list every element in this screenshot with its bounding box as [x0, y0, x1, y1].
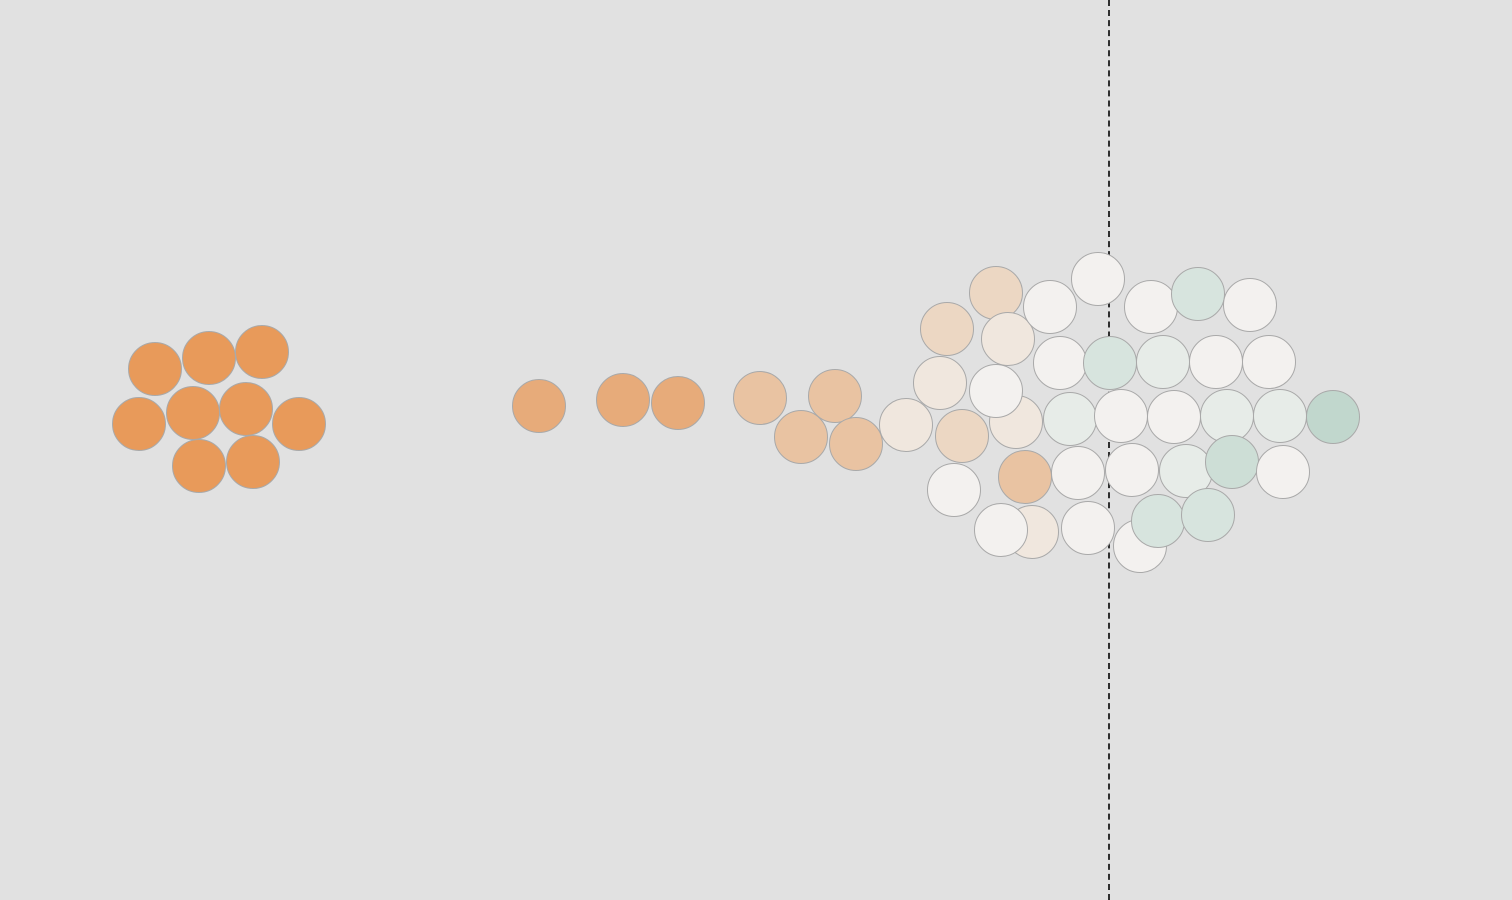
node — [969, 364, 1023, 418]
node — [1171, 267, 1225, 321]
node — [1043, 392, 1097, 446]
node — [272, 397, 326, 451]
node — [969, 266, 1023, 320]
node — [1094, 389, 1148, 443]
node — [1124, 280, 1178, 334]
node — [1242, 335, 1296, 389]
node — [166, 386, 220, 440]
node — [879, 398, 933, 452]
node — [1131, 494, 1185, 548]
node — [920, 302, 974, 356]
node — [1083, 336, 1137, 390]
node — [935, 409, 989, 463]
node — [596, 373, 650, 427]
node — [1205, 435, 1259, 489]
node — [1033, 336, 1087, 390]
node — [1223, 278, 1277, 332]
node — [808, 369, 862, 423]
node — [219, 382, 273, 436]
node — [829, 417, 883, 471]
vertical-divider — [1108, 0, 1110, 900]
node — [1051, 446, 1105, 500]
node — [1306, 390, 1360, 444]
node — [1023, 280, 1077, 334]
node — [1061, 501, 1115, 555]
node — [651, 376, 705, 430]
node — [235, 325, 289, 379]
node — [1136, 335, 1190, 389]
dot-cluster-diagram — [0, 0, 1512, 900]
node — [1189, 335, 1243, 389]
node — [512, 379, 566, 433]
node — [1181, 488, 1235, 542]
node — [172, 439, 226, 493]
node — [112, 397, 166, 451]
node — [128, 342, 182, 396]
node — [998, 450, 1052, 504]
node — [733, 371, 787, 425]
node — [182, 331, 236, 385]
node — [1253, 389, 1307, 443]
node — [1256, 445, 1310, 499]
node — [226, 435, 280, 489]
node — [927, 463, 981, 517]
node — [1147, 390, 1201, 444]
node — [1105, 443, 1159, 497]
node — [974, 503, 1028, 557]
node — [1071, 252, 1125, 306]
